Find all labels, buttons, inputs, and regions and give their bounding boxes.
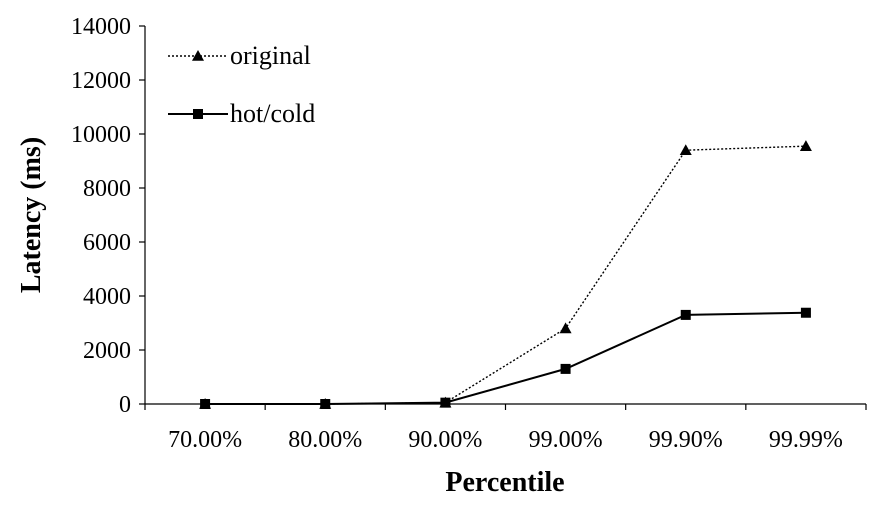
data-point-hot-cold: [800, 307, 811, 318]
y-tick-label: 4000: [83, 284, 131, 310]
x-axis-ticks: 70.00% 80.00% 90.00% 99.00% 99.90% 99.99%: [144, 404, 867, 453]
y-tick-label: 8000: [83, 176, 131, 202]
data-point-hot-cold: [320, 399, 331, 409]
legend-marker-original: [192, 50, 204, 61]
legend-label-original: original: [230, 41, 311, 70]
x-tick-label: 80.00%: [288, 427, 362, 453]
data-point-hot-cold: [200, 399, 211, 409]
legend-label-hot-cold: hot/cold: [230, 99, 315, 128]
data-point-hot-cold: [680, 309, 691, 320]
series-layer: [199, 140, 812, 409]
x-tick-label: 99.90%: [649, 427, 723, 453]
x-axis-title: Percentile: [445, 467, 564, 498]
y-tick-label: 2000: [83, 338, 131, 364]
y-tick-label: 12000: [71, 68, 131, 94]
y-tick-label: 10000: [71, 122, 131, 148]
y-tick-label: 0: [119, 392, 131, 418]
data-point-hot-cold: [560, 363, 571, 374]
legend: original hot/cold: [168, 41, 315, 128]
y-axis-title: Latency (ms): [16, 137, 47, 293]
data-point-original: [559, 322, 572, 334]
data-point-hot-cold: [440, 397, 451, 408]
data-point-original: [679, 144, 692, 155]
series-line-original: [205, 145, 806, 405]
series-line-hot-cold: [205, 311, 806, 405]
x-tick-label: 90.00%: [408, 427, 482, 453]
x-tick-label: 99.00%: [529, 427, 603, 453]
y-tick-label: 14000: [71, 14, 131, 40]
x-tick-label: 99.99%: [769, 427, 843, 453]
legend-marker-hot-cold: [193, 109, 203, 119]
y-tick-label: 6000: [83, 230, 131, 256]
data-point-original: [799, 140, 812, 151]
x-tick-label: 70.00%: [168, 427, 242, 453]
y-axis-ticks: 0 2000 4000 6000 8000 10000 12000 14000: [71, 14, 145, 418]
